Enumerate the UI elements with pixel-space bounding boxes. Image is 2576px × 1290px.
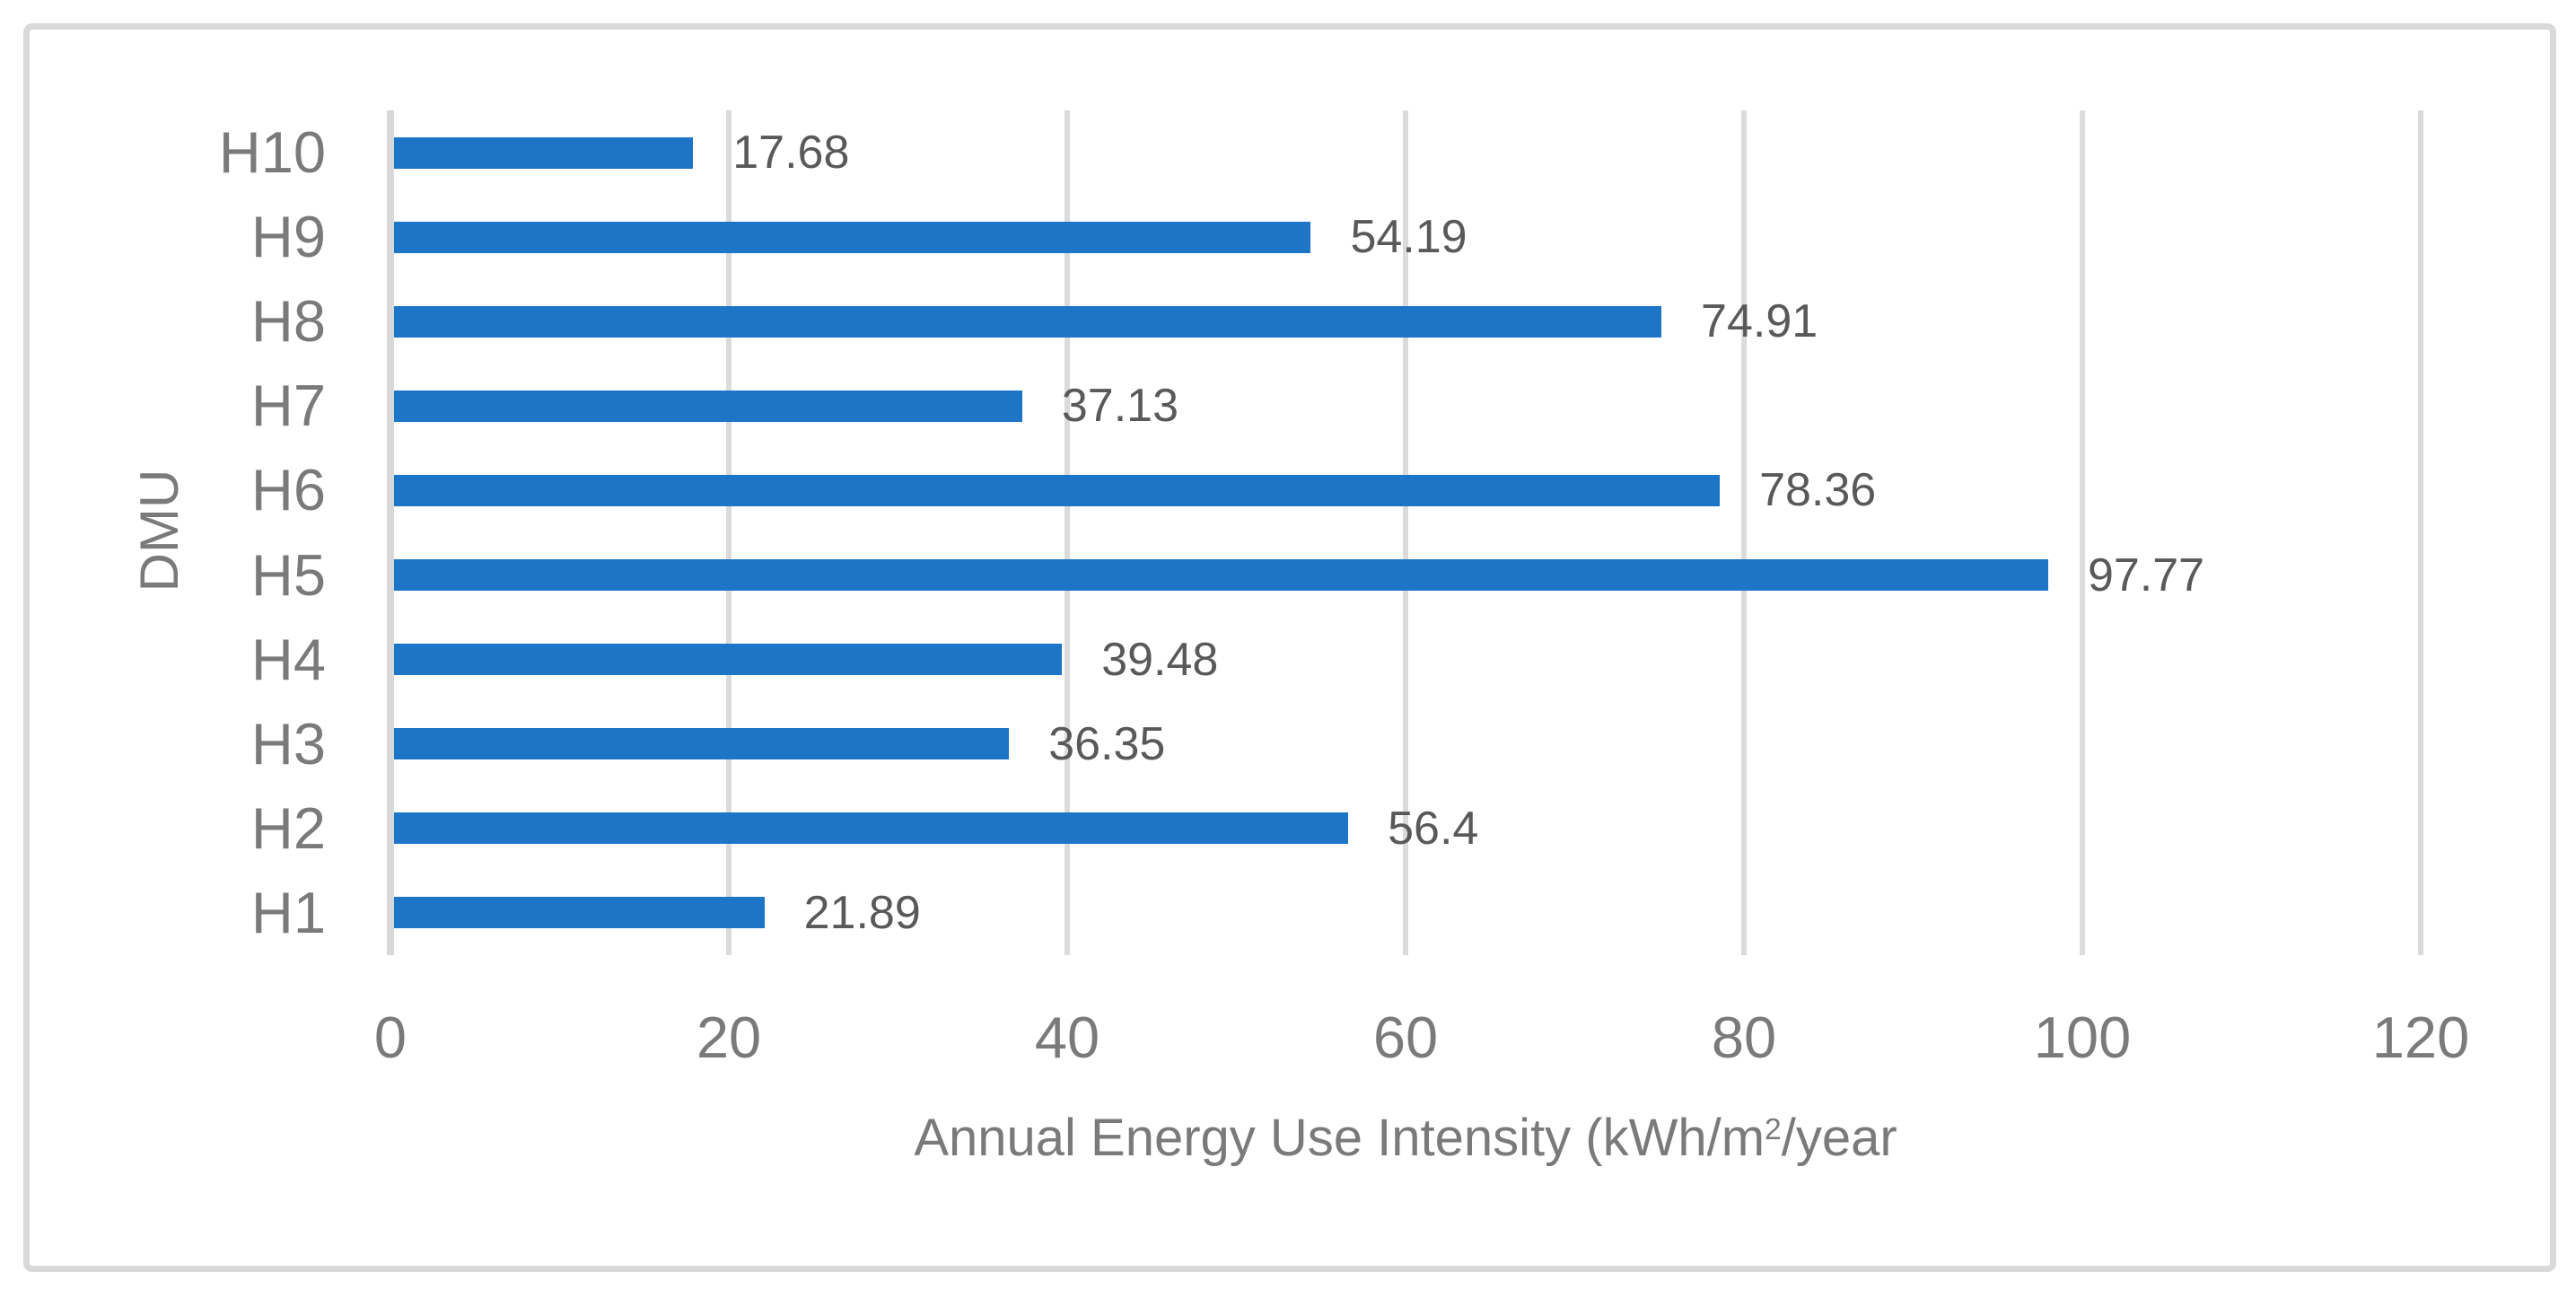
category-label: H10 [218,119,326,186]
category-label: H4 [250,626,326,692]
data-label: 36.35 [1048,717,1166,770]
bar [394,897,765,929]
data-label: 37.13 [1061,380,1179,433]
bar [394,474,1721,506]
x-tick-label: 100 [2033,1005,2132,1070]
bar [394,390,1022,422]
x-axis-title-superscript: 2 [1765,1112,1782,1146]
x-axis-title-suffix: /year [1781,1109,1897,1167]
gridline [1403,110,1408,955]
x-tick-label: 60 [1372,1005,1439,1070]
bar [394,728,1010,760]
bar [394,136,694,169]
y-axis-title: DMU [129,469,189,592]
x-axis-title-text: Annual Energy Use Intensity (kWh/m [914,1109,1766,1167]
data-label: 21.89 [803,886,921,939]
data-label: 54.19 [1350,211,1468,264]
gridline [726,110,732,955]
gridline [1741,110,1747,955]
data-label: 74.91 [1701,295,1818,348]
x-axis-title: Annual Energy Use Intensity (kWh/m2/year [390,1106,2421,1179]
gridline [1065,110,1070,955]
data-label: 39.48 [1101,633,1219,686]
category-label: H5 [250,541,326,608]
x-tick-label: 40 [1034,1005,1100,1070]
x-tick-label: 120 [2371,1005,2470,1070]
x-tick-label: 80 [1711,1005,1777,1070]
data-label: 97.77 [2087,548,2205,601]
category-label: H6 [250,457,326,523]
data-label: 56.4 [1388,802,1479,855]
data-label: 78.36 [1759,464,1877,517]
category-label: H2 [250,794,326,861]
category-label: H9 [250,204,326,270]
category-label: H3 [250,710,326,777]
category-label: H7 [250,373,326,439]
bar [394,812,1349,845]
category-label: H8 [250,288,326,355]
x-tick-label: 20 [696,1005,762,1070]
y-axis-line [387,110,394,955]
gridline [2080,110,2085,955]
bar [394,221,1311,253]
bar [394,644,1063,676]
bar [394,559,2048,592]
bar [394,305,1662,338]
data-label: 17.68 [732,127,850,180]
category-label: H1 [250,879,326,945]
x-tick-label: 0 [373,1005,407,1070]
gridline [2418,110,2423,955]
